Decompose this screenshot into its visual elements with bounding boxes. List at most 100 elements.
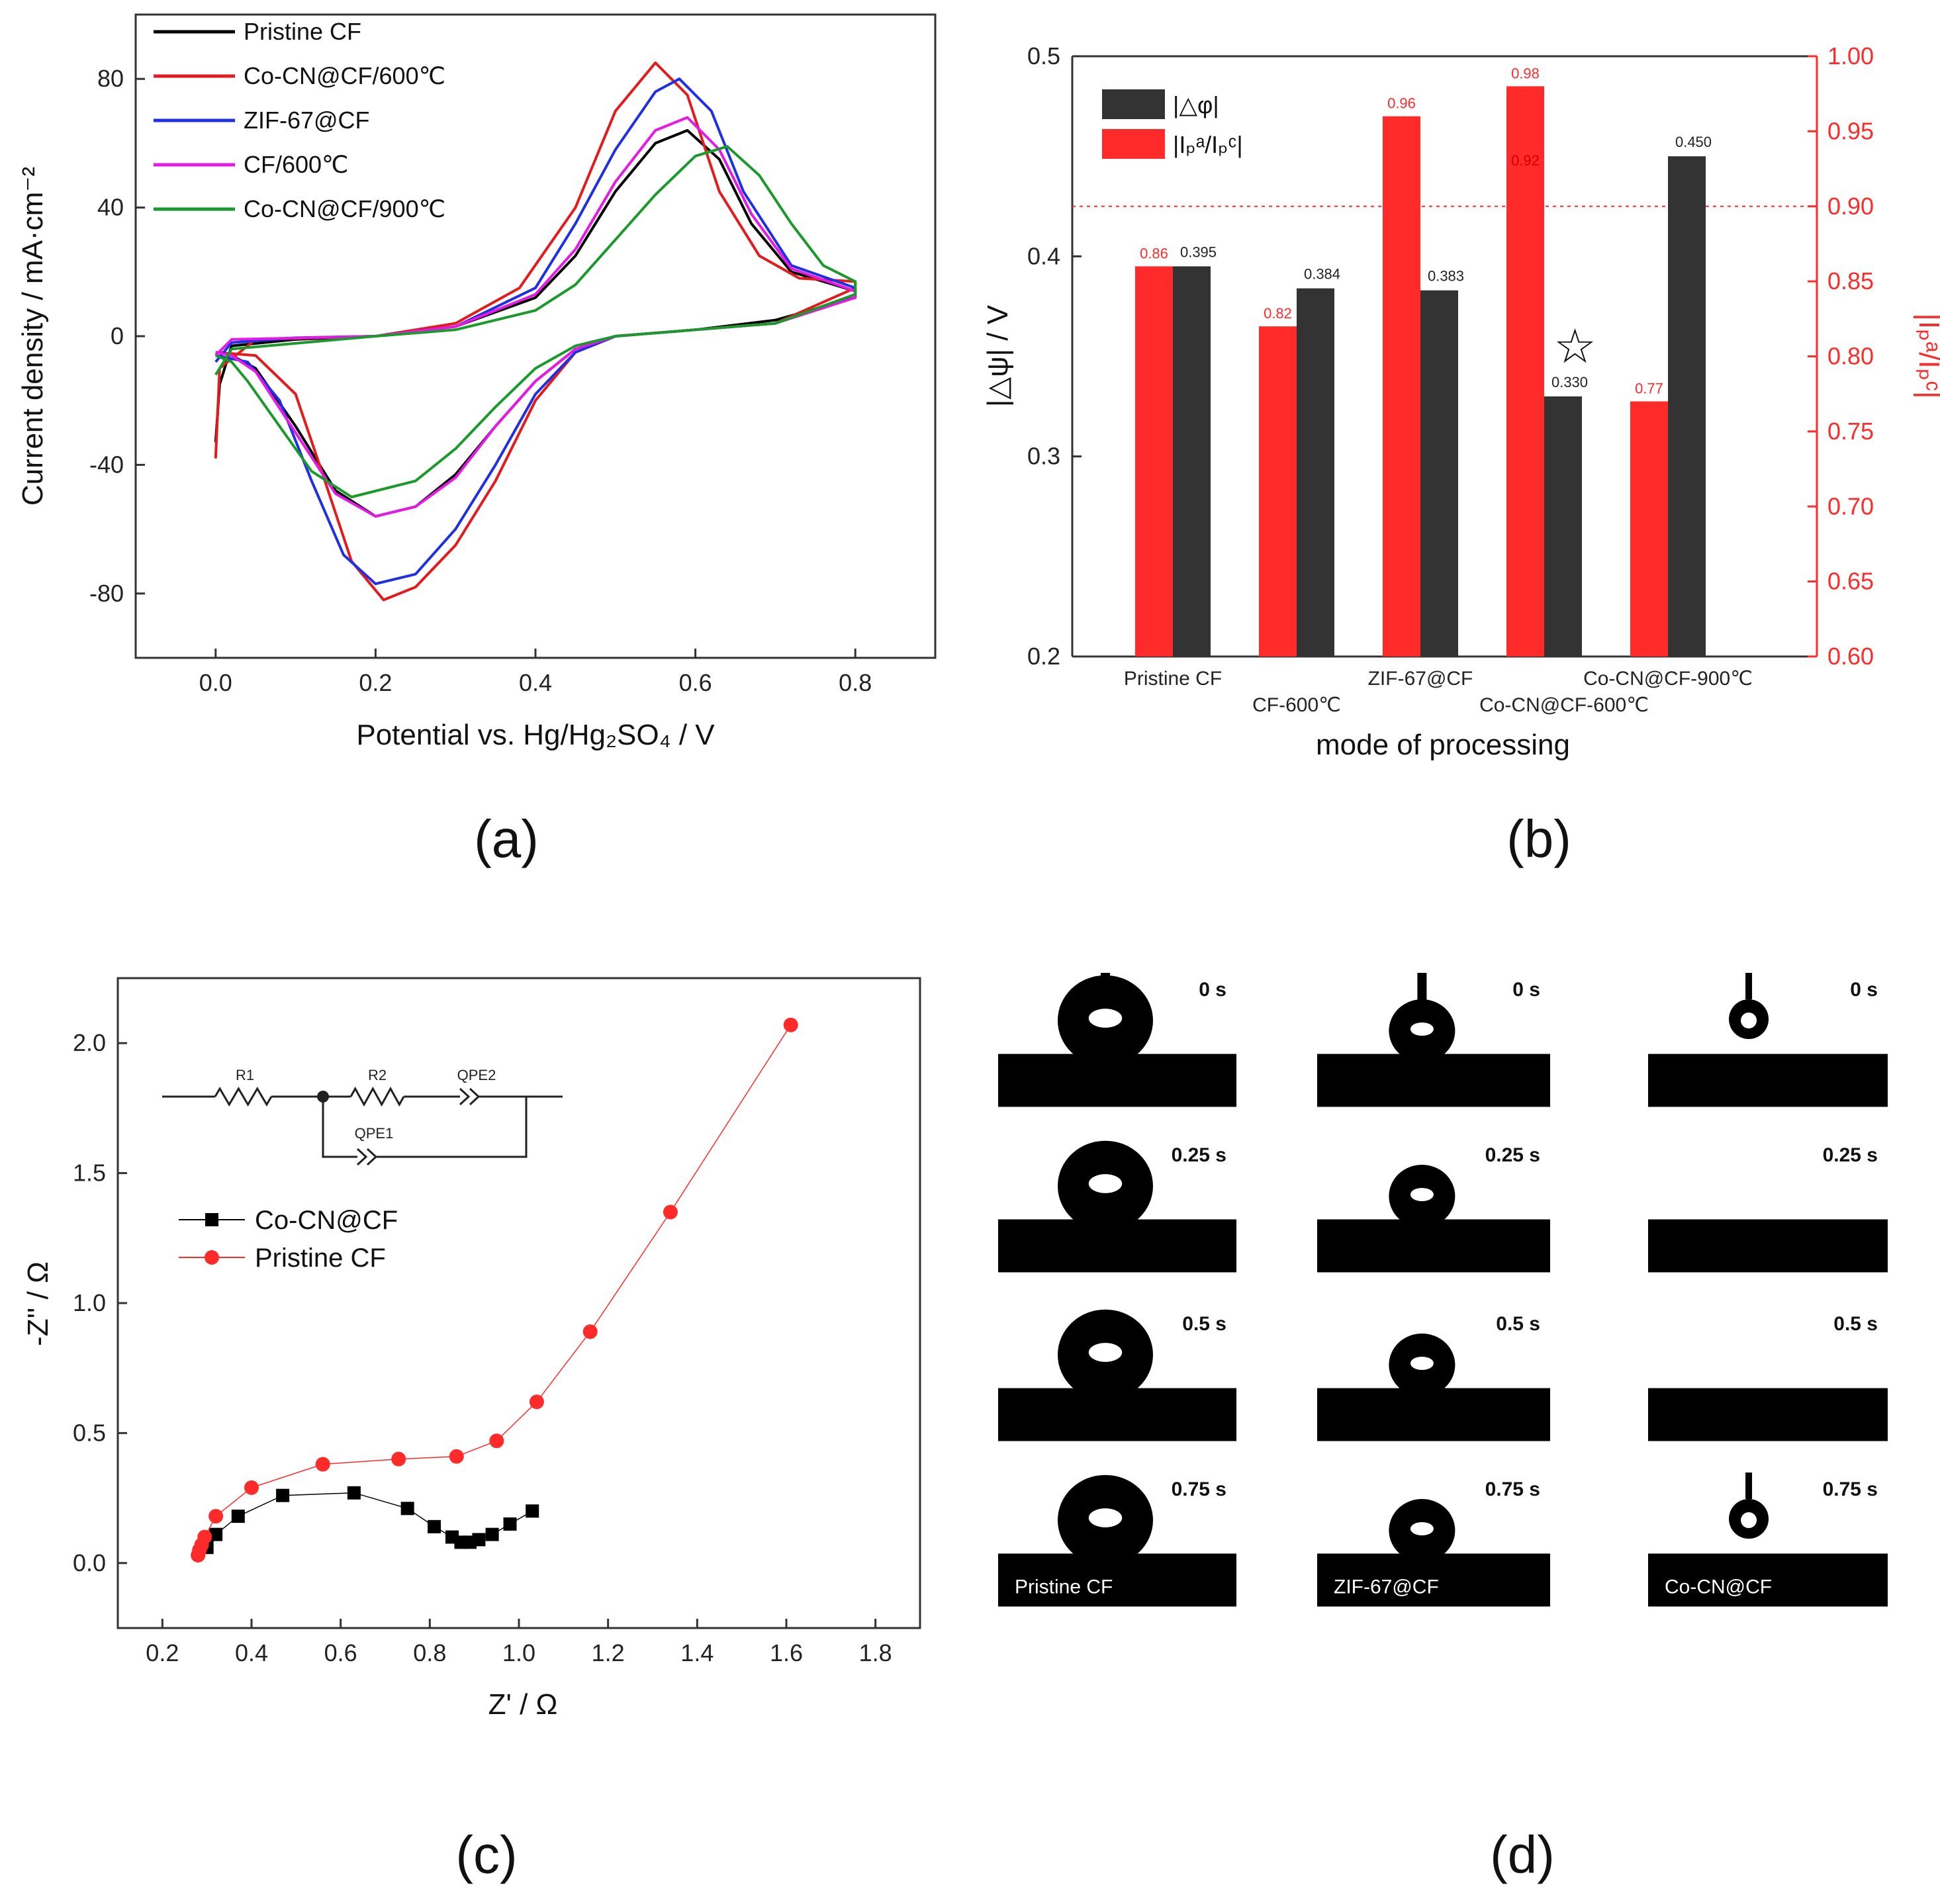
bar-potential-label: 0.450 bbox=[1675, 134, 1712, 150]
time-label: 0.25 s bbox=[1172, 1144, 1226, 1166]
panel-b-ticks: 0.2 0.3 0.4 0.5 0.60 0.65 0.70 0.75 0.80 0.85 0.90… bbox=[1027, 42, 1874, 670]
y-tick-label: 40 bbox=[97, 194, 124, 221]
y-tick-label: -40 bbox=[89, 451, 124, 478]
panel-a-label: (a) bbox=[474, 809, 539, 868]
x-tick-label: 0.8 bbox=[413, 1639, 446, 1666]
right-y-tick-label: 0.60 bbox=[1827, 643, 1874, 670]
bar-ratio-co-cn-cf-900 bbox=[1630, 401, 1668, 657]
eis-point-pristine-cf bbox=[529, 1394, 544, 1410]
panel-a-cv-chart: 0.0 0.2 0.4 0.6 0.8 -80 -40 0 40 80 Pristine CF Co… bbox=[17, 13, 937, 868]
y-tick-label: 0 bbox=[111, 322, 124, 349]
left-y-tick-label: 0.3 bbox=[1027, 443, 1060, 470]
legend-label-co-cn-cf: Co-CN@CF bbox=[255, 1206, 398, 1235]
right-y-tick-label: 0.75 bbox=[1827, 418, 1874, 445]
eis-point-co-cn-cf bbox=[347, 1486, 361, 1500]
panel-c-series bbox=[191, 1017, 798, 1563]
category-label-zif-67-cf: ZIF-67@CF bbox=[1368, 668, 1473, 690]
y-tick-label: 80 bbox=[97, 65, 124, 92]
panel-a-ticks: 0.0 0.2 0.4 0.6 0.8 -80 -40 0 40 80 bbox=[89, 65, 872, 696]
right-y-tick-label: 1.00 bbox=[1827, 42, 1874, 69]
panel-a-curves bbox=[214, 61, 857, 602]
bar-ratio-label: 0.96 bbox=[1387, 95, 1416, 112]
panel-c-ylabel: -Z'' / Ω bbox=[22, 1261, 54, 1346]
x-tick-label: 0.6 bbox=[324, 1639, 357, 1666]
x-tick-label: 0.2 bbox=[146, 1639, 179, 1666]
legend-label-potential: |△φ| bbox=[1173, 91, 1219, 118]
category-label-co-cn-cf-900: Co-CN@CF-900℃ bbox=[1583, 668, 1753, 690]
left-y-tick-label: 0.2 bbox=[1027, 643, 1060, 670]
eis-point-co-cn-cf bbox=[276, 1488, 290, 1502]
time-label: 0 s bbox=[1512, 979, 1540, 1001]
resistor-r1-symbol bbox=[214, 1087, 273, 1107]
best-sample-star-icon: ☆ bbox=[1553, 320, 1596, 373]
y-tick-label: 0.5 bbox=[73, 1419, 106, 1446]
time-label: 0.75 s bbox=[1485, 1478, 1540, 1500]
sample-label-pristine-cf: Pristine CF bbox=[1015, 1576, 1113, 1598]
y-tick-label: 0.0 bbox=[73, 1549, 106, 1576]
cv-curve-co-cn-cf-600 bbox=[214, 61, 857, 602]
eis-point-pristine-cf bbox=[315, 1457, 330, 1472]
category-label-cf-600: CF-600℃ bbox=[1252, 694, 1341, 716]
x-tick-label: 0.2 bbox=[359, 669, 392, 696]
x-tick-label: 1.6 bbox=[770, 1639, 803, 1666]
cpe-qpe2-symbol bbox=[404, 1087, 563, 1106]
x-tick-label: 0.4 bbox=[519, 669, 552, 696]
bar-potential-label: 0.330 bbox=[1551, 374, 1588, 390]
category-label-pristine-cf: Pristine CF bbox=[1124, 668, 1222, 690]
droplet-highlight bbox=[1088, 1174, 1123, 1193]
left-y-tick-label: 0.4 bbox=[1027, 242, 1060, 269]
eis-point-co-cn-cf bbox=[472, 1533, 486, 1547]
eis-point-co-cn-cf bbox=[209, 1527, 223, 1541]
legend-marker-pristine-cf bbox=[205, 1250, 219, 1265]
bar-ratio-co-cn-cf-600 bbox=[1506, 86, 1544, 657]
legend-label-co-cn-cf-600: Co-CN@CF/600℃ bbox=[244, 62, 445, 89]
x-tick-label: 1.0 bbox=[502, 1639, 535, 1666]
time-label: 0.25 s bbox=[1485, 1144, 1540, 1166]
x-tick-label: 0.4 bbox=[235, 1639, 268, 1666]
eis-point-co-cn-cf bbox=[526, 1504, 539, 1518]
sample-label-co-cn-cf: Co-CN@CF bbox=[1665, 1576, 1772, 1598]
y-tick-label: 1.5 bbox=[73, 1159, 106, 1187]
x-tick-label: 1.2 bbox=[592, 1639, 625, 1666]
substrate-co-cn-cf-0-s bbox=[1648, 1054, 1888, 1107]
panel-b-legend: |△φ| |Iₚᵃ/Iₚᶜ| bbox=[1102, 89, 1243, 159]
eis-line-pristine-cf bbox=[197, 1024, 792, 1556]
time-label: 0.25 s bbox=[1823, 1144, 1878, 1166]
eis-point-pristine-cf bbox=[489, 1433, 504, 1449]
panel-a-xlabel: Potential vs. Hg/Hg₂SO₄ / V bbox=[356, 719, 715, 751]
eis-point-co-cn-cf bbox=[231, 1510, 245, 1523]
panel-b-bars: 0.86 0.395 Pristine CF 0.82 0.384 CF-600℃ 0.96… bbox=[1124, 65, 1753, 716]
x-tick-label: 0.0 bbox=[199, 669, 232, 696]
time-label: 0.5 s bbox=[1496, 1313, 1540, 1335]
droplet-highlight bbox=[1088, 1508, 1123, 1527]
bar-ratio-label: 0.86 bbox=[1140, 245, 1168, 261]
droplet-highlight bbox=[1741, 1512, 1757, 1528]
substrate-zif-67-cf-0-75-s bbox=[1317, 1553, 1550, 1607]
panel-b-ylabel-right: |Iₚᵃ/Iₚᶜ| bbox=[1913, 313, 1940, 398]
legend-label-zif-67-cf: ZIF-67@CF bbox=[244, 107, 370, 134]
panel-c-ticks: 0.2 0.4 0.6 0.8 1.0 1.2 1.4 1.6 1.8 0.0 0.5 1.0 1.5 2… bbox=[73, 1029, 892, 1666]
panel-d-contact-angle-images: 0 s 0.25 s 0.5 s 0.75 s Pristine CF 0 s 0.25 s… bbox=[998, 973, 1888, 1607]
droplet-highlight bbox=[1088, 1343, 1123, 1362]
panel-c-eis-chart: 0.2 0.4 0.6 0.8 1.0 1.2 1.4 1.6 1.8 0.0 0.5 1.0 1.5 2… bbox=[22, 977, 921, 1884]
cv-curve-co-cn-cf-900 bbox=[214, 145, 857, 498]
bar-potential-pristine-cf bbox=[1173, 266, 1211, 657]
x-tick-label: 1.8 bbox=[859, 1639, 892, 1666]
substrate-co-cn-cf-0-5-s bbox=[1648, 1388, 1888, 1441]
legend-label-ratio: |Iₚᵃ/Iₚᶜ| bbox=[1173, 131, 1243, 158]
time-label: 0.5 s bbox=[1833, 1313, 1878, 1335]
right-y-tick-label: 0.65 bbox=[1827, 568, 1874, 595]
cpe-qpe1-symbol bbox=[322, 1097, 528, 1166]
panel-d-label: (d) bbox=[1490, 1825, 1555, 1884]
bar-ratio-cf-600 bbox=[1259, 326, 1297, 657]
right-y-tick-label: 0.80 bbox=[1827, 343, 1874, 370]
panel-c-xlabel: Z' / Ω bbox=[488, 1688, 558, 1721]
y-tick-label: 1.0 bbox=[73, 1289, 106, 1316]
legend-label-pristine-cf: Pristine CF bbox=[255, 1244, 386, 1273]
bar-ratio-label: 0.77 bbox=[1635, 381, 1663, 397]
bar-ratio-zif-67-cf bbox=[1383, 116, 1420, 657]
bar-ratio-pristine-cf bbox=[1135, 266, 1173, 657]
right-y-tick-label: 0.95 bbox=[1827, 117, 1874, 144]
droplet-highlight bbox=[1088, 1009, 1123, 1028]
